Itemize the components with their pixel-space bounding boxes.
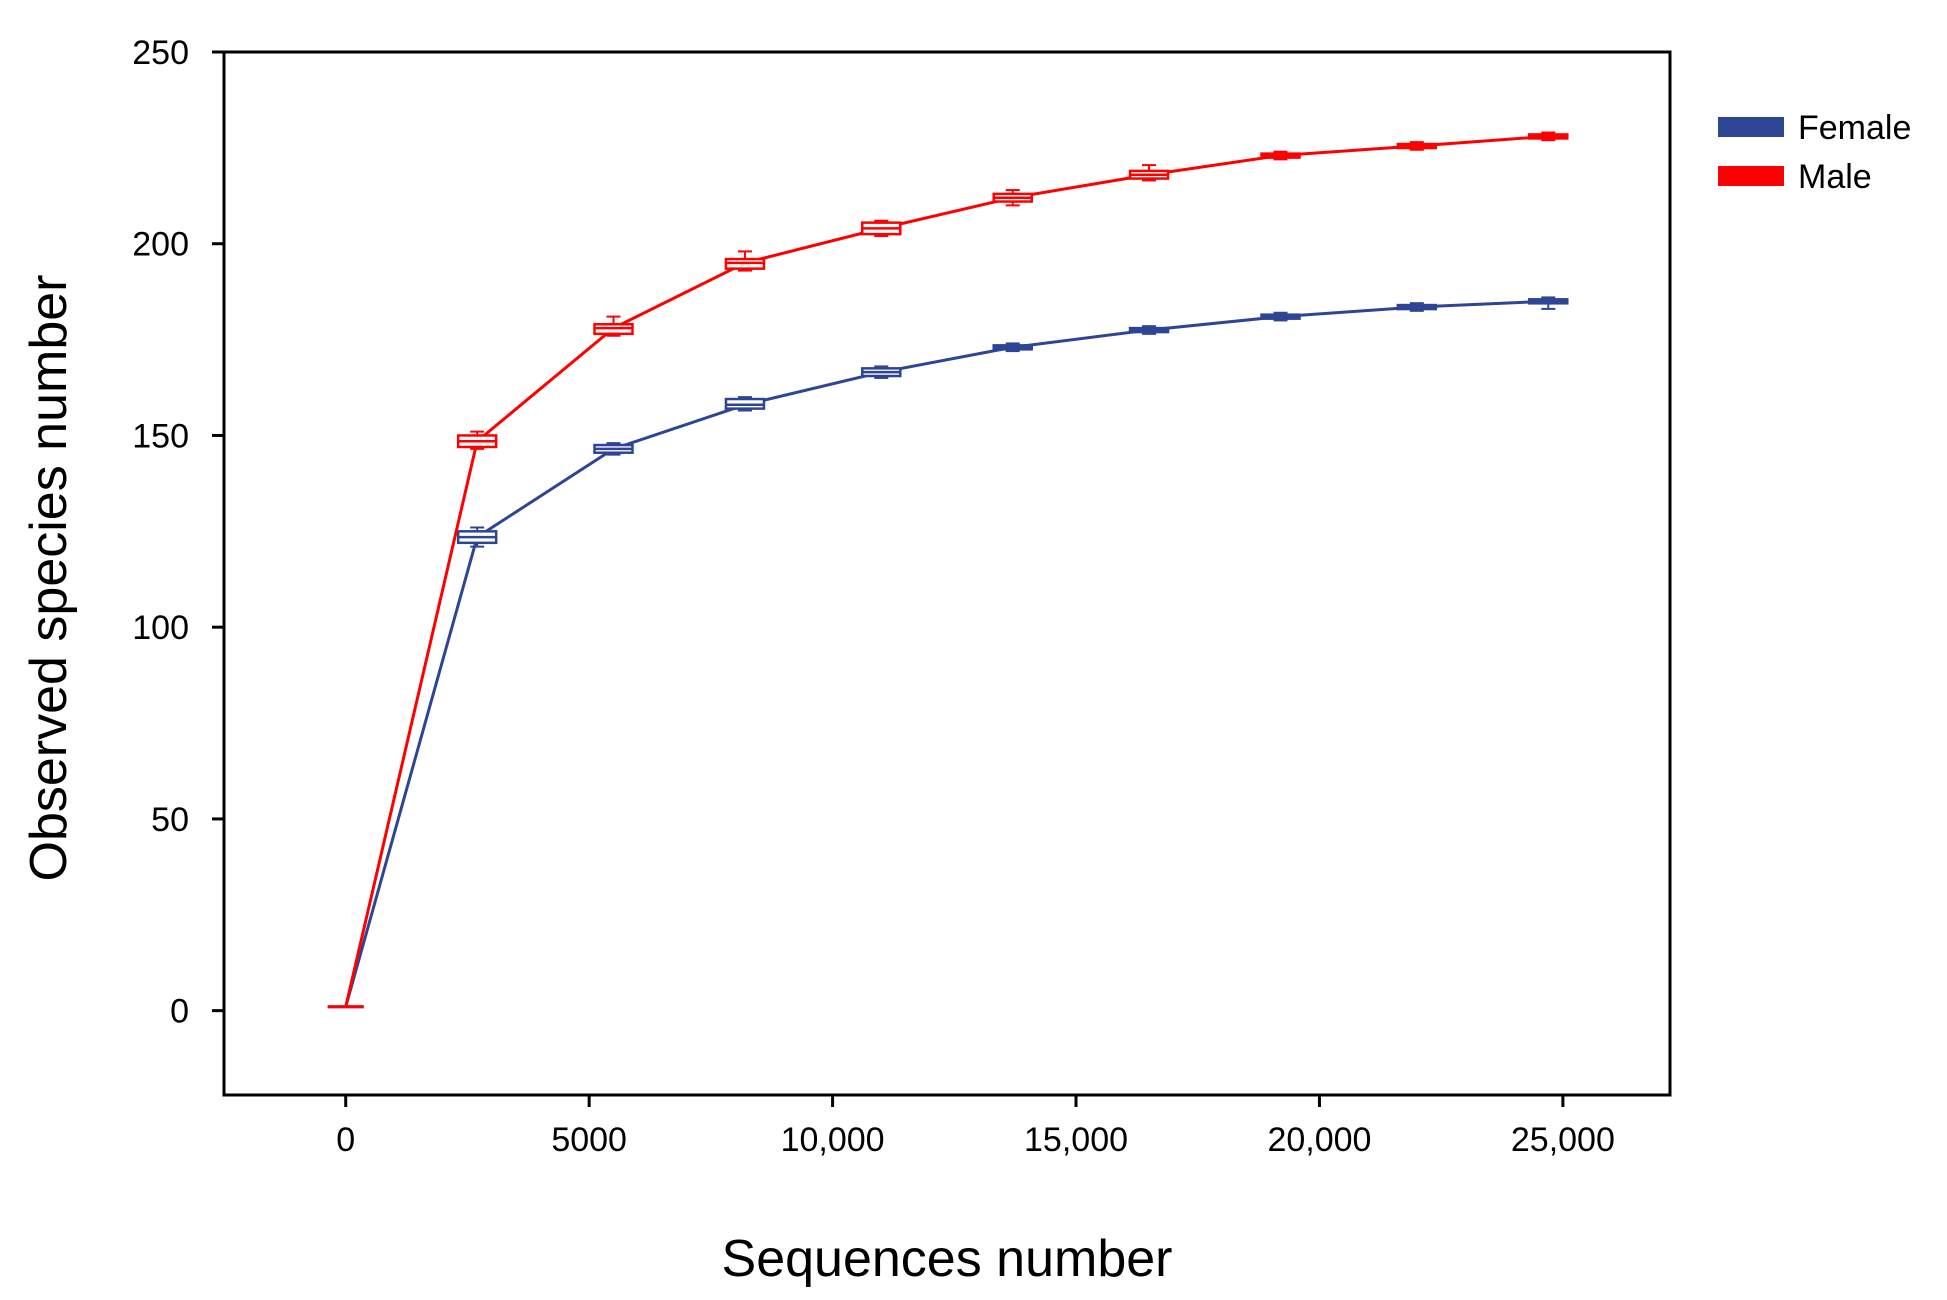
data-point-male-2 <box>593 315 634 337</box>
data-point-female-5 <box>992 342 1033 353</box>
y-axis-title: Observed species number <box>20 275 78 882</box>
y-tick-label-0: 0 <box>170 993 189 1031</box>
legend-label-female: Female <box>1798 109 1911 147</box>
x-axis: 0 5000 10,000 15,000 20,000 25,000 <box>336 1095 1615 1159</box>
series-male <box>327 131 1569 1009</box>
y-tick-label-5: 250 <box>132 34 189 72</box>
plot-frame <box>222 50 1672 1097</box>
data-point-female-6 <box>1128 325 1170 335</box>
data-point-male-4 <box>861 219 902 238</box>
data-point-male-3 <box>724 250 766 272</box>
x-axis-title: Sequences number <box>722 1230 1173 1288</box>
series-line-female <box>344 299 1549 1008</box>
x-tick-label-3: 15,000 <box>1024 1121 1128 1159</box>
series-female <box>327 296 1569 1009</box>
legend-swatch-female <box>1718 117 1784 137</box>
data-point-male-5 <box>992 189 1033 207</box>
data-point-male-9 <box>1528 131 1569 142</box>
data-point-female-7 <box>1260 311 1301 322</box>
data-point-female-3 <box>724 396 766 412</box>
y-tick-label-2: 100 <box>132 609 189 647</box>
data-point-male-8 <box>1396 141 1438 151</box>
legend-swatch-male <box>1718 166 1784 186</box>
data-point-female-4 <box>861 365 902 379</box>
data-point-female-8 <box>1396 302 1438 312</box>
x-tick-label-4: 20,000 <box>1267 1121 1371 1159</box>
series-line-male <box>344 134 1549 1008</box>
data-point-female-2 <box>593 442 634 456</box>
y-tick-label-4: 200 <box>132 226 189 264</box>
x-tick-label-5: 25,000 <box>1511 1121 1615 1159</box>
legend: Female Male <box>1718 109 1911 196</box>
y-tick-label-1: 50 <box>151 801 189 839</box>
x-tick-label-2: 10,000 <box>781 1121 885 1159</box>
data-point-female-1 <box>456 526 498 548</box>
series-layer <box>327 131 1569 1009</box>
data-point-male-7 <box>1260 150 1301 161</box>
data-point-female-9 <box>1528 296 1569 310</box>
y-tick-label-3: 150 <box>132 417 189 455</box>
x-tick-label-0: 0 <box>336 1121 355 1159</box>
data-point-male-1 <box>456 430 498 450</box>
legend-item-female: Female <box>1718 109 1911 147</box>
y-axis: 0 50 100 150 200 250 <box>132 34 224 1031</box>
legend-label-male: Male <box>1798 158 1872 196</box>
data-point-male-6 <box>1128 164 1170 182</box>
x-tick-label-1: 5000 <box>551 1121 627 1159</box>
legend-item-male: Male <box>1718 158 1872 196</box>
